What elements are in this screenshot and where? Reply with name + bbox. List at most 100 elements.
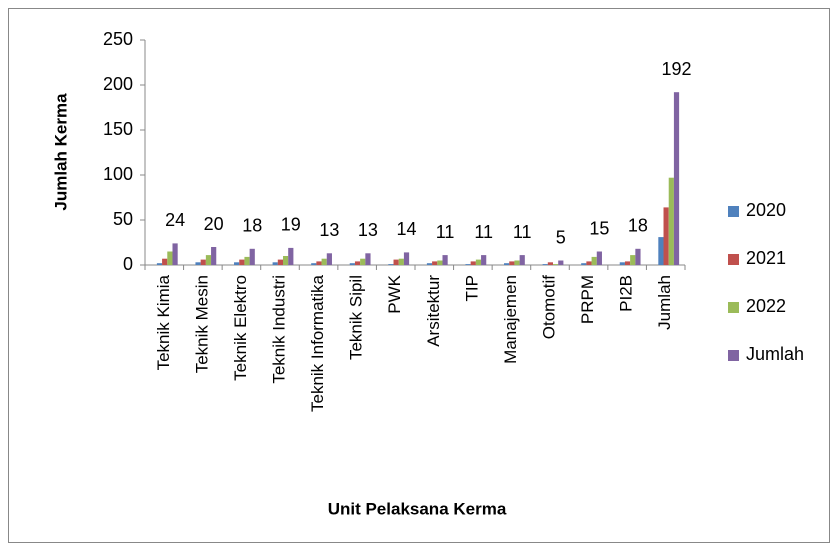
bar <box>475 259 482 265</box>
x-tick-label: Teknik Industri <box>269 275 288 384</box>
x-tick-label: Teknik Mesin <box>192 275 211 373</box>
y-tick-label: 50 <box>113 209 133 229</box>
bar <box>200 259 206 265</box>
bar <box>658 237 664 265</box>
bar <box>360 258 366 265</box>
bar <box>509 261 515 265</box>
x-tick-label: Manajemen <box>501 275 520 364</box>
bar <box>519 255 525 265</box>
bar <box>624 261 631 265</box>
bar <box>195 262 201 265</box>
data-label: 18 <box>242 216 262 236</box>
bar <box>283 256 289 265</box>
legend-label: 2020 <box>746 200 786 220</box>
bar <box>272 262 278 265</box>
data-label: 11 <box>436 222 455 242</box>
bar <box>156 263 163 265</box>
bar <box>234 262 240 265</box>
bar <box>437 260 443 265</box>
x-tick-label: Teknik Sipil <box>347 275 366 360</box>
bar <box>398 258 404 265</box>
bar <box>326 253 332 265</box>
bar <box>167 251 173 265</box>
legend-label: 2022 <box>746 296 786 316</box>
bar <box>581 263 587 265</box>
data-label: 14 <box>396 219 416 239</box>
x-axis-label: Unit Pelaksana Kerma <box>328 499 507 518</box>
bar <box>321 258 327 265</box>
bar <box>393 259 399 265</box>
bar <box>558 260 564 265</box>
bar <box>553 264 559 265</box>
bar <box>349 263 355 265</box>
bar <box>239 259 245 265</box>
data-label: 11 <box>474 222 493 242</box>
bar <box>311 263 317 265</box>
legend-swatch <box>728 206 739 217</box>
data-label: 15 <box>589 218 609 238</box>
legend-swatch <box>728 254 739 265</box>
x-tick-label: PWK <box>385 274 404 313</box>
x-tick-label: Otomotif <box>539 275 558 340</box>
bar <box>465 264 471 265</box>
bar <box>481 255 487 265</box>
bar <box>432 261 438 265</box>
y-tick-label: 200 <box>103 74 133 94</box>
bar <box>316 261 322 265</box>
bar <box>442 255 448 265</box>
bar <box>388 264 394 265</box>
data-label: 13 <box>319 220 339 240</box>
bar <box>288 247 294 265</box>
data-label: 19 <box>281 215 301 235</box>
data-label: 13 <box>358 220 378 240</box>
data-label: 11 <box>513 222 532 242</box>
legend-swatch <box>728 302 739 313</box>
bar <box>619 262 625 265</box>
bar <box>514 260 520 265</box>
data-label: 20 <box>204 214 224 234</box>
bar <box>365 253 371 265</box>
x-tick-label: Arsitektur <box>424 275 443 347</box>
y-tick-label: 250 <box>103 29 133 49</box>
bar <box>249 248 255 265</box>
y-tick-label: 100 <box>103 164 133 184</box>
x-tick-label: TIP <box>462 275 481 301</box>
bar <box>470 261 476 265</box>
bar <box>591 256 597 265</box>
bar <box>542 264 548 265</box>
bar <box>630 255 636 265</box>
legend-label: Jumlah <box>746 344 804 364</box>
bar <box>244 256 250 265</box>
bar <box>673 92 680 265</box>
bar <box>504 263 510 265</box>
data-label: 18 <box>628 216 648 236</box>
bar <box>547 262 553 265</box>
y-tick-label: 150 <box>103 119 133 139</box>
bar <box>586 261 592 265</box>
bar <box>426 263 433 265</box>
bar <box>172 243 178 265</box>
y-axis-label: Jumlah Kerma <box>51 93 70 211</box>
bar <box>635 248 641 265</box>
legend-label: 2021 <box>746 248 786 268</box>
bar <box>663 207 669 265</box>
bar <box>354 261 361 265</box>
data-label: 5 <box>556 227 566 247</box>
bar <box>668 177 674 265</box>
x-tick-label: PRPM <box>578 275 597 324</box>
bar <box>162 258 168 265</box>
data-label: 192 <box>661 59 691 79</box>
x-tick-label: Teknik Informatika <box>308 274 327 412</box>
data-label: 24 <box>165 210 185 230</box>
bar <box>596 251 602 265</box>
bar <box>277 259 283 265</box>
bar <box>205 255 212 265</box>
y-tick-label: 0 <box>123 254 133 274</box>
bar <box>403 252 410 265</box>
bar <box>211 247 217 265</box>
legend-swatch <box>728 350 739 361</box>
x-tick-label: Teknik Kimia <box>154 274 173 370</box>
x-tick-label: PI2B <box>617 275 636 312</box>
x-tick-label: Teknik Elektro <box>231 275 250 381</box>
